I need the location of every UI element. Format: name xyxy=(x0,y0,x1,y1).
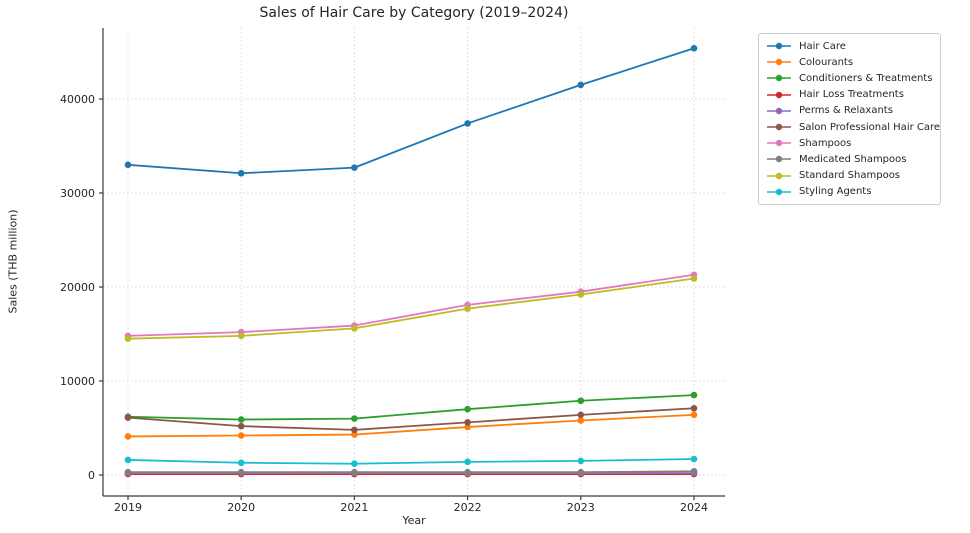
legend-marker-icon xyxy=(767,59,791,66)
data-point-styling-agents xyxy=(464,458,471,466)
x-tick-label: 2021 xyxy=(340,501,368,514)
legend-marker-icon xyxy=(767,91,791,98)
data-point-hair-care xyxy=(124,161,132,169)
data-point-conditioners-treatments xyxy=(577,397,585,405)
legend-item: Conditioners & Treatments xyxy=(766,70,932,86)
data-point-salon-professional-hair-care xyxy=(351,426,358,434)
legend-marker-icon xyxy=(767,140,791,147)
legend-label: Salon Professional Hair Care xyxy=(799,121,941,133)
x-axis-label: Year xyxy=(402,514,426,527)
legend-item: Medicated Shampoos xyxy=(766,151,932,167)
data-point-standard-shampoos xyxy=(577,291,585,298)
series-line-shampoos xyxy=(127,273,695,337)
legend-item: Hair Care xyxy=(766,38,932,54)
x-tick-label: 2024 xyxy=(680,501,708,514)
legend-item: Colourants xyxy=(766,54,932,70)
y-tick-label: 40000 xyxy=(60,93,95,106)
series-line-conditioners-treatments xyxy=(127,394,695,421)
data-point-colourants xyxy=(351,431,358,438)
data-point-standard-shampoos xyxy=(237,332,245,340)
series-line-hair-care xyxy=(127,47,695,175)
data-point-hair-care xyxy=(464,120,471,127)
y-tick-label: 0 xyxy=(88,469,95,482)
legend-label: Conditioners & Treatments xyxy=(799,72,933,84)
data-point-conditioners-treatments xyxy=(464,405,471,413)
data-point-salon-professional-hair-care xyxy=(464,419,471,426)
legend: Hair Care Colourants Conditioners & Treatm… xyxy=(758,33,941,205)
data-point-standard-shampoos xyxy=(351,325,358,332)
data-point-colourants xyxy=(464,423,471,431)
data-point-medicated-shampoos xyxy=(124,468,132,476)
legend-item: Styling Agents xyxy=(766,184,932,200)
legend-marker-icon xyxy=(767,107,791,115)
legend-item: Salon Professional Hair Care xyxy=(766,119,940,135)
data-point-medicated-shampoos xyxy=(577,468,585,476)
data-point-standard-shampoos xyxy=(464,305,471,312)
legend-marker-icon xyxy=(767,172,791,179)
legend-label: Standard Shampoos xyxy=(799,170,901,182)
data-point-hair-care xyxy=(577,81,585,89)
legend-marker-icon xyxy=(767,123,791,131)
series-line-styling-agents xyxy=(127,458,695,465)
legend-item: Standard Shampoos xyxy=(766,168,932,184)
data-point-conditioners-treatments xyxy=(690,391,698,399)
x-tick-label: 2020 xyxy=(227,501,255,514)
data-point-hair-care xyxy=(351,164,358,171)
legend-label: Hair Loss Treatments xyxy=(799,89,904,101)
y-tick-label: 10000 xyxy=(60,375,95,388)
data-point-hair-care xyxy=(237,169,245,177)
data-point-medicated-shampoos xyxy=(690,467,698,475)
legend-item: Hair Loss Treatments xyxy=(766,87,932,103)
data-point-salon-professional-hair-care xyxy=(237,422,245,430)
data-point-styling-agents xyxy=(351,460,358,468)
data-point-medicated-shampoos xyxy=(237,468,245,476)
data-point-conditioners-treatments xyxy=(237,416,245,423)
data-point-salon-professional-hair-care xyxy=(124,414,132,421)
legend-marker-icon xyxy=(767,156,791,163)
series-line-colourants xyxy=(127,413,695,438)
y-tick-label: 30000 xyxy=(60,187,95,200)
data-point-medicated-shampoos xyxy=(351,468,358,476)
data-point-standard-shampoos xyxy=(124,335,132,343)
legend-label: Hair Care xyxy=(799,40,846,52)
data-point-salon-professional-hair-care xyxy=(577,411,585,419)
legend-label: Shampoos xyxy=(799,137,852,149)
data-point-medicated-shampoos xyxy=(464,468,471,476)
data-point-standard-shampoos xyxy=(690,275,698,282)
x-tick-label: 2022 xyxy=(454,501,482,514)
legend-marker-icon xyxy=(767,42,791,50)
data-point-salon-professional-hair-care xyxy=(690,404,698,412)
data-point-colourants xyxy=(124,433,132,440)
data-point-hair-care xyxy=(690,44,698,52)
data-point-colourants xyxy=(237,432,245,439)
series-line-medicated-shampoos xyxy=(128,470,695,474)
data-point-colourants xyxy=(577,417,585,424)
y-tick-label: 20000 xyxy=(60,281,95,294)
data-point-styling-agents xyxy=(237,459,245,467)
legend-label: Medicated Shampoos xyxy=(799,153,907,165)
x-tick-label: 2019 xyxy=(114,501,142,514)
data-point-colourants xyxy=(690,411,698,419)
chart-title: Sales of Hair Care by Category (2019–202… xyxy=(259,5,569,21)
legend-marker-icon xyxy=(767,75,791,82)
data-point-conditioners-treatments xyxy=(351,415,358,422)
data-point-styling-agents xyxy=(577,457,585,465)
legend-label: Styling Agents xyxy=(799,186,872,198)
data-point-styling-agents xyxy=(124,456,132,464)
legend-item: Shampoos xyxy=(766,135,932,151)
data-point-styling-agents xyxy=(690,455,698,463)
legend-marker-icon xyxy=(767,188,791,195)
x-tick-label: 2023 xyxy=(567,501,595,514)
series-line-standard-shampoos xyxy=(127,277,695,340)
legend-item: Perms & Relaxants xyxy=(766,103,932,119)
y-axis-label: Sales (THB million) xyxy=(6,209,20,314)
legend-label: Perms & Relaxants xyxy=(799,105,893,117)
legend-label: Colourants xyxy=(799,56,854,68)
series-line-salon-professional-hair-care xyxy=(127,407,695,431)
